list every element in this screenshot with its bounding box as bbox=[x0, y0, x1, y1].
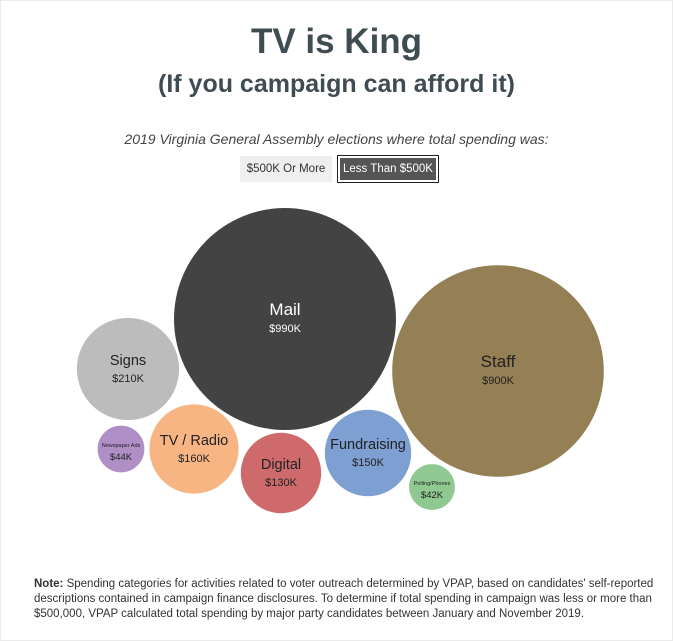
bubble-label-staff: Staff bbox=[481, 352, 516, 371]
bubble-label-polling-phones: Polling/Phones bbox=[414, 481, 451, 487]
toggle-less-than-500k[interactable]: Less Than $500K bbox=[338, 156, 438, 182]
bubble-digital[interactable]: Digital $130K bbox=[240, 432, 322, 514]
bubble-value-polling-phones: $42K bbox=[421, 490, 444, 501]
chart-title: TV is King bbox=[250, 22, 423, 61]
bubble-label-signs: Signs bbox=[110, 353, 146, 369]
bubble-value-digital: $130K bbox=[265, 477, 297, 489]
bubble-circle-signs[interactable] bbox=[76, 317, 180, 421]
bubble-value-newspaper-ads: $44K bbox=[110, 452, 133, 463]
bubble-value-staff: $900K bbox=[482, 375, 514, 387]
bubble-tv-radio[interactable]: TV / Radio $160K bbox=[149, 404, 239, 494]
chart-subtitle: (If you campaign can afford it) bbox=[158, 70, 515, 98]
bubble-fundraising[interactable]: Fundraising $150K bbox=[324, 409, 412, 497]
bubble-circle-staff[interactable] bbox=[392, 265, 604, 477]
bubble-polling-phones[interactable]: Polling/Phones $42K bbox=[409, 464, 455, 510]
bubble-newspaper-ads[interactable]: Newspaper Ads $44K bbox=[97, 425, 145, 473]
bubble-circle-polling-phones[interactable] bbox=[409, 464, 455, 510]
bubble-value-mail: $990K bbox=[269, 323, 301, 335]
footnote-label: Note: bbox=[34, 578, 64, 590]
bubble-circle-newspaper-ads[interactable] bbox=[97, 425, 145, 473]
bubble-label-tv-radio: TV / Radio bbox=[160, 433, 229, 449]
bubble-mail[interactable]: Mail $990K bbox=[174, 208, 396, 430]
bubble-label-digital: Digital bbox=[261, 457, 301, 473]
footnote-text: Spending categories for activities relat… bbox=[34, 578, 654, 620]
bubble-signs[interactable]: Signs $210K bbox=[76, 317, 180, 421]
bubble-value-tv-radio: $160K bbox=[178, 453, 210, 465]
toggle-500k-or-more[interactable]: $500K Or More bbox=[240, 156, 332, 182]
bubble-value-fundraising: $150K bbox=[352, 457, 384, 469]
footnote: Note: Spending categories for activities… bbox=[34, 577, 654, 622]
bubble-staff[interactable]: Staff $900K bbox=[392, 265, 604, 477]
bubble-circle-digital[interactable] bbox=[240, 432, 322, 514]
bubble-label-fundraising: Fundraising bbox=[330, 437, 406, 453]
bubble-label-newspaper-ads: Newspaper Ads bbox=[102, 443, 141, 449]
bubble-label-mail: Mail bbox=[269, 300, 300, 319]
chart-caption: 2019 Virginia General Assembly elections… bbox=[124, 131, 549, 147]
bubble-circle-tv-radio[interactable] bbox=[149, 404, 239, 494]
bubble-value-signs: $210K bbox=[112, 373, 144, 385]
bubble-circle-fundraising[interactable] bbox=[324, 409, 412, 497]
bubble-circle-mail[interactable] bbox=[174, 208, 396, 430]
